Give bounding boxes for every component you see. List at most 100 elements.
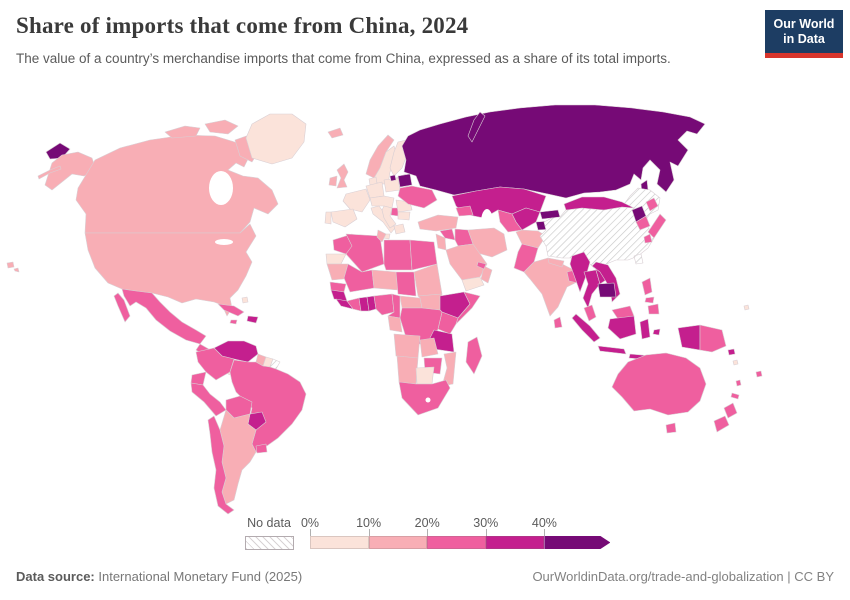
country-chile[interactable]	[207, 415, 235, 515]
country-dominican-republic[interactable]	[246, 315, 259, 324]
country-myanmar[interactable]	[569, 251, 591, 293]
country-united-states[interactable]	[84, 223, 257, 317]
country-ukraine[interactable]	[397, 185, 438, 209]
country-australia[interactable]	[611, 352, 707, 416]
country-indonesia-maluku[interactable]	[652, 328, 661, 336]
country-indonesia-sulawesi[interactable]	[639, 318, 651, 340]
country-indonesia-java[interactable]	[597, 345, 627, 355]
lesotho	[425, 397, 431, 403]
country-mongolia[interactable]	[563, 196, 635, 211]
world-choropleth-map	[6, 104, 763, 515]
country-india[interactable]	[523, 257, 578, 317]
country-canada[interactable]	[75, 134, 279, 234]
legend-no-data-label: No data	[247, 516, 291, 530]
country-nigeria[interactable]	[373, 293, 395, 316]
country-united-states-hawaii[interactable]	[6, 261, 20, 273]
country-iceland[interactable]	[327, 127, 344, 139]
legend-no-data-swatch[interactable]	[245, 536, 294, 550]
country-madagascar[interactable]	[465, 336, 483, 375]
country-cuba[interactable]	[217, 303, 245, 317]
country-indonesia-sumatra[interactable]	[571, 313, 601, 343]
country-uruguay[interactable]	[255, 443, 268, 454]
country-portugal[interactable]	[324, 211, 332, 225]
country-chad[interactable]	[395, 271, 417, 297]
country-russia-kaliningrad[interactable]	[389, 174, 397, 182]
country-canada-arctic-2[interactable]	[204, 119, 239, 135]
country-new-caledonia[interactable]	[730, 392, 740, 400]
legend-color-scale	[310, 536, 611, 549]
country-solomon-islands[interactable]	[727, 348, 736, 356]
country-central-europe[interactable]	[369, 195, 395, 209]
country-philippines-visayas[interactable]	[644, 296, 655, 304]
country-greece[interactable]	[393, 223, 406, 235]
country-france[interactable]	[342, 188, 371, 213]
country-malaysia-peninsula[interactable]	[583, 304, 597, 322]
country-new-zealand-south[interactable]	[713, 415, 730, 433]
country-oman[interactable]	[480, 265, 493, 284]
owid-logo-red-bar	[765, 53, 843, 58]
country-jamaica[interactable]	[229, 319, 238, 325]
country-belarus[interactable]	[397, 173, 413, 188]
legend-tick-20: 20%	[414, 516, 440, 530]
country-botswana[interactable]	[415, 366, 435, 385]
country-zambia[interactable]	[419, 337, 439, 358]
country-ecuador[interactable]	[190, 371, 207, 386]
country-namibia[interactable]	[396, 355, 419, 385]
country-nepal[interactable]	[547, 257, 565, 268]
country-bahamas[interactable]	[241, 296, 249, 304]
country-bulgaria[interactable]	[397, 211, 411, 221]
country-turkey[interactable]	[417, 214, 459, 232]
country-indonesia-kalimantan[interactable]	[607, 315, 637, 340]
country-niger[interactable]	[371, 269, 399, 291]
country-saudi-arabia[interactable]	[445, 243, 488, 281]
data-source-label: Data source:	[16, 569, 95, 584]
country-south-africa[interactable]	[398, 379, 451, 416]
country-south-korea[interactable]	[635, 215, 651, 231]
country-russia-novaya-zemlya[interactable]	[467, 111, 486, 143]
country-mexico-baja[interactable]	[113, 292, 131, 323]
country-western-sahara[interactable]	[325, 253, 347, 265]
black-sea	[431, 202, 453, 212]
country-tunisia[interactable]	[376, 229, 387, 243]
country-angola[interactable]	[393, 333, 421, 359]
country-greenland[interactable]	[245, 113, 307, 165]
country-vanuatu[interactable]	[735, 379, 742, 387]
country-new-zealand-north[interactable]	[723, 402, 738, 419]
country-papua-new-guinea[interactable]	[699, 324, 727, 353]
country-cambodia[interactable]	[597, 282, 617, 298]
country-canada-arctic-1[interactable]	[164, 125, 201, 139]
owid-logo[interactable]: Our World in Data	[765, 10, 843, 58]
country-australia-tasmania[interactable]	[665, 422, 677, 434]
country-micronesia[interactable]	[732, 304, 750, 366]
country-ireland[interactable]	[328, 175, 338, 187]
country-central-african-republic[interactable]	[399, 295, 423, 309]
country-russia[interactable]	[401, 104, 706, 199]
country-peru[interactable]	[190, 382, 227, 417]
country-indonesia-papua[interactable]	[677, 324, 701, 351]
country-spain[interactable]	[330, 208, 358, 228]
country-japan-kyushu[interactable]	[643, 233, 653, 244]
country-taiwan[interactable]	[633, 253, 644, 265]
legend-tickmark	[544, 529, 546, 536]
country-sri-lanka[interactable]	[553, 316, 563, 329]
country-fiji[interactable]	[755, 370, 763, 378]
country-caucasus[interactable]	[455, 205, 474, 217]
country-uae[interactable]	[476, 261, 487, 270]
owid-credit-link[interactable]: OurWorldinData.org/trade-and-globalizati…	[532, 569, 834, 584]
legend-bin-20-30[interactable]	[427, 536, 486, 549]
country-japan-hokkaido[interactable]	[645, 197, 659, 212]
country-united-states-aleutians[interactable]	[37, 165, 62, 180]
country-libya[interactable]	[383, 239, 413, 271]
country-japan-honshu[interactable]	[647, 213, 667, 239]
legend-bin-30-40[interactable]	[485, 536, 545, 549]
page-title: Share of imports that come from China, 2…	[16, 13, 469, 38]
legend-bin-10-20[interactable]	[368, 536, 428, 549]
legend-bin-40-plus[interactable]	[544, 536, 611, 549]
country-philippines-luzon[interactable]	[641, 277, 653, 296]
legend-bin-0-10[interactable]	[310, 536, 369, 549]
country-united-kingdom[interactable]	[336, 163, 349, 189]
country-gabon-congo[interactable]	[387, 315, 403, 333]
country-yemen[interactable]	[461, 276, 485, 292]
great-lakes	[215, 239, 233, 245]
country-philippines-mindanao[interactable]	[647, 303, 660, 315]
